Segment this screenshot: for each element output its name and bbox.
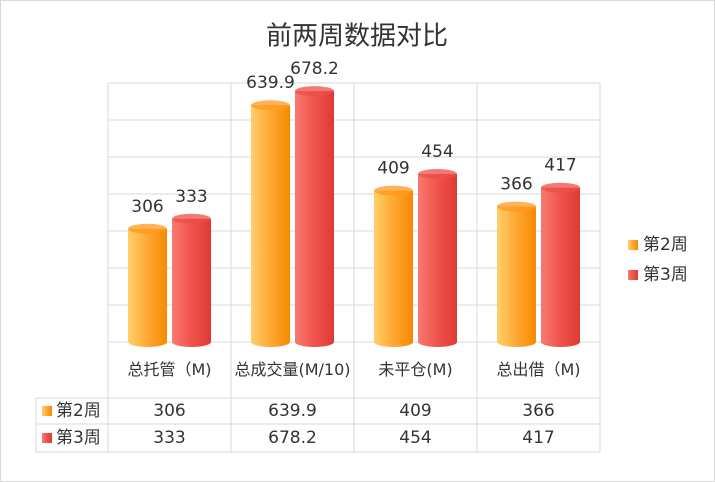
bar-base: [172, 337, 211, 347]
table-cell: 409: [399, 401, 431, 421]
bar-top: [418, 169, 457, 180]
bar-base: [128, 337, 167, 347]
bar: [374, 190, 413, 342]
bar-top: [172, 213, 211, 224]
bar-top: [497, 201, 536, 212]
bar-base: [295, 337, 334, 347]
table-series-label: 第2周: [56, 401, 101, 421]
bar: [497, 206, 536, 342]
bar-top: [374, 185, 413, 196]
bar-base: [374, 337, 413, 347]
bar: [251, 105, 290, 342]
x-tick-label: 总成交量(M/10): [234, 360, 351, 379]
bar-base: [497, 337, 536, 347]
x-tick-label: 未平仓(M): [378, 360, 453, 379]
x-tick-label: 总出借（M): [496, 360, 581, 379]
data-label: 333: [175, 187, 207, 207]
data-label: 454: [421, 142, 453, 162]
table-cell: 333: [153, 428, 185, 448]
bar: [172, 218, 211, 342]
chart-title: 前两周数据对比: [266, 22, 448, 52]
table-series-label: 第3周: [56, 428, 101, 448]
bar: [128, 228, 167, 342]
table-cell: 366: [522, 401, 554, 421]
data-label: 678.2: [290, 59, 339, 79]
x-tick-label: 总托管（M): [127, 360, 212, 379]
table-cell: 417: [522, 428, 554, 448]
legend-key: [628, 270, 638, 280]
table-legend-key: [42, 406, 52, 416]
x-tick-label-box: 总托管（M): [127, 360, 212, 379]
data-label: 306: [131, 197, 163, 217]
bar-base: [541, 337, 580, 347]
data-label: 409: [377, 159, 409, 179]
legend-label: 第2周: [643, 235, 688, 255]
data-label: 366: [500, 175, 532, 195]
table-cell: 454: [399, 428, 431, 448]
x-tick-label-box: 总出借（M): [496, 360, 581, 379]
bar-top: [295, 86, 334, 97]
bar: [541, 187, 580, 342]
legend-key: [628, 240, 638, 250]
table-cell: 306: [153, 401, 185, 421]
table-cell: 639.9: [268, 401, 317, 421]
bar-base: [418, 337, 457, 347]
bar-top: [541, 182, 580, 193]
x-tick-label-box: 总成交量(M/10): [234, 360, 351, 379]
table-cell: 678.2: [268, 428, 317, 448]
table-legend-key: [42, 433, 52, 443]
legend-label: 第3周: [643, 265, 688, 285]
bar: [295, 91, 334, 342]
bar-base: [251, 337, 290, 347]
x-tick-label-box: 未平仓(M): [378, 360, 453, 379]
data-label: 417: [544, 156, 576, 176]
data-label: 639.9: [246, 73, 295, 93]
bar-top: [128, 223, 167, 234]
bar-top: [251, 100, 290, 111]
bar: [418, 174, 457, 342]
